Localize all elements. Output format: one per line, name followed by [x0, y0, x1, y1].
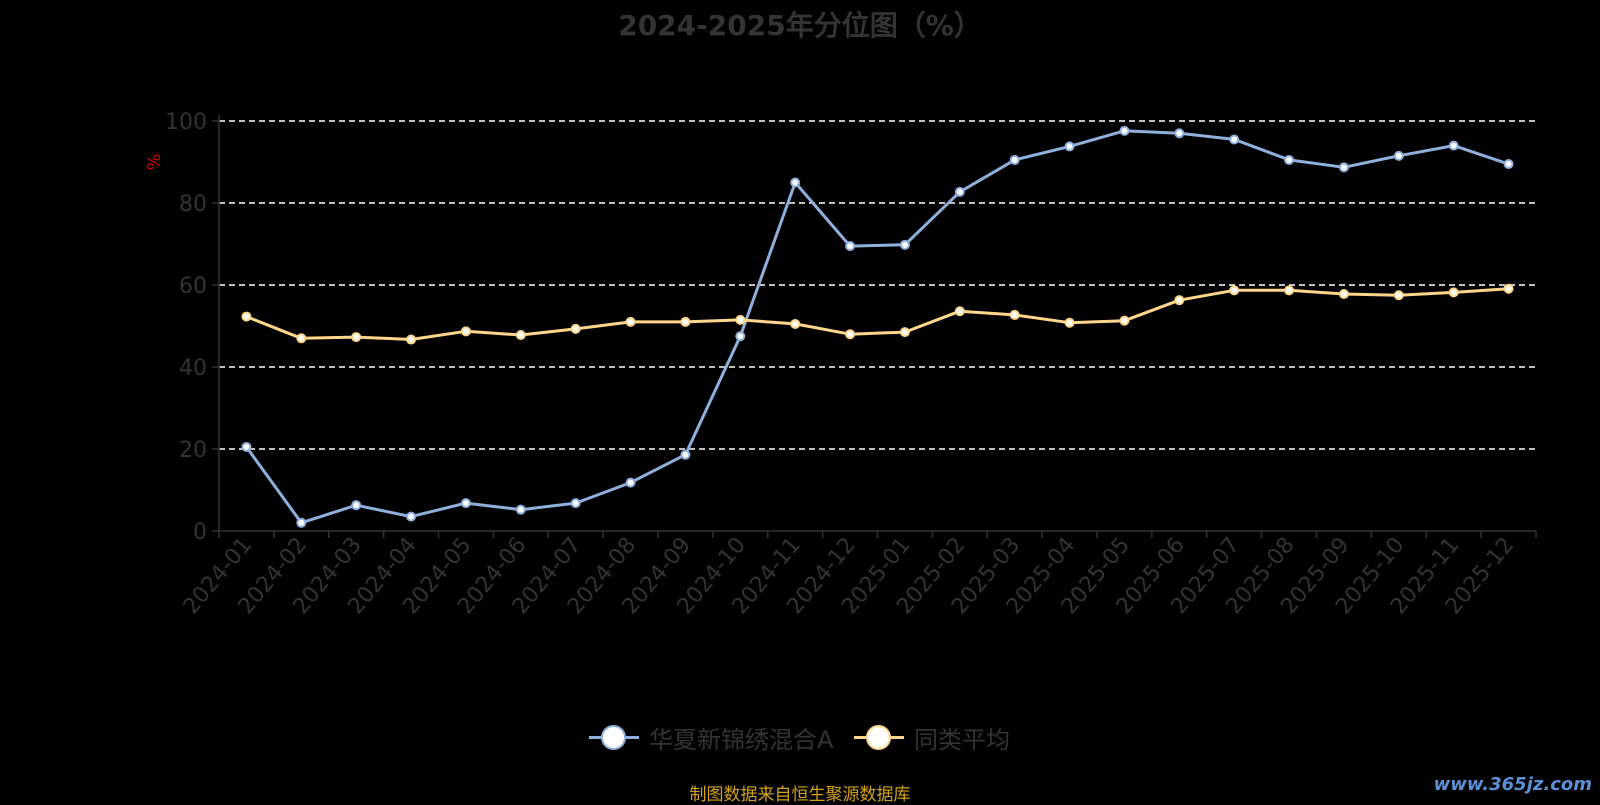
data-point-s0-2024-01[interactable] [241, 441, 252, 452]
legend-marker-category-average [854, 722, 904, 752]
data-point-s1-2024-12[interactable] [845, 329, 856, 340]
y-tick-label-80: 80 [179, 192, 207, 217]
data-point-s1-2024-08[interactable] [625, 316, 636, 327]
data-point-s1-2024-07[interactable] [570, 323, 581, 334]
data-point-s1-2025-02[interactable] [954, 306, 965, 317]
data-point-s1-2024-01[interactable] [241, 311, 252, 322]
data-point-s0-2025-03[interactable] [1009, 154, 1020, 165]
watermark: www.365jz.com [1433, 774, 1592, 795]
y-tick-label-40: 40 [179, 356, 207, 381]
data-point-s1-2024-04[interactable] [406, 334, 417, 345]
legend-item-fund[interactable]: 华夏新锦绣混合A [589, 719, 833, 755]
data-point-s1-2025-09[interactable] [1338, 289, 1349, 300]
data-point-s0-2024-07[interactable] [570, 498, 581, 509]
series-line-1 [245, 287, 1509, 341]
data-point-s1-2025-01[interactable] [899, 327, 910, 338]
data-point-s1-2025-07[interactable] [1229, 285, 1240, 296]
data-point-s1-2025-05[interactable] [1119, 315, 1130, 326]
y-tick-label-60: 60 [179, 274, 207, 299]
data-point-s1-2024-06[interactable] [515, 330, 526, 341]
data-point-s1-2025-12[interactable] [1503, 283, 1514, 294]
data-point-s0-2025-01[interactable] [899, 239, 910, 250]
data-point-s0-2024-06[interactable] [515, 504, 526, 515]
data-point-s0-2024-12[interactable] [845, 241, 856, 252]
data-point-s1-2025-03[interactable] [1009, 309, 1020, 320]
series [241, 125, 1514, 528]
series-line-0 [245, 129, 1510, 525]
legend-label-fund: 华夏新锦绣混合A [649, 725, 834, 754]
data-point-s0-2024-02[interactable] [296, 517, 307, 528]
y-tick-label-0: 0 [193, 520, 207, 545]
data-point-s1-2024-05[interactable] [460, 326, 471, 337]
data-point-s0-2024-08[interactable] [625, 477, 636, 488]
legend-label-category-average: 同类平均 [914, 725, 1010, 754]
data-point-s1-2024-10[interactable] [735, 314, 746, 325]
axes: 0204060801002024-012024-022024-032024-04… [165, 110, 1537, 619]
y-tick-label-100: 100 [165, 110, 207, 135]
data-point-s1-2025-10[interactable] [1393, 290, 1404, 301]
data-point-s0-2024-10[interactable] [735, 331, 746, 342]
data-point-s1-2025-06[interactable] [1174, 295, 1185, 306]
data-point-s1-2024-02[interactable] [296, 333, 307, 344]
chart-title: 2024-2025年分位图（%） [618, 9, 982, 42]
data-point-s1-2025-11[interactable] [1448, 287, 1459, 298]
data-point-s0-2024-03[interactable] [351, 500, 362, 511]
data-point-s0-2024-05[interactable] [460, 498, 471, 509]
data-point-s0-2025-07[interactable] [1229, 134, 1240, 145]
data-point-s1-2025-08[interactable] [1284, 285, 1295, 296]
data-point-s1-2024-03[interactable] [351, 332, 362, 343]
data-source-note: 制图数据来自恒生聚源数据库 [689, 785, 911, 805]
gridlines [219, 120, 1536, 450]
data-point-s0-2025-06[interactable] [1174, 128, 1185, 139]
y-axis-label: % [144, 153, 165, 170]
data-point-s0-2025-05[interactable] [1119, 125, 1130, 136]
data-point-s0-2025-11[interactable] [1448, 140, 1459, 151]
data-point-s0-2025-08[interactable] [1284, 154, 1295, 165]
data-point-s0-2025-04[interactable] [1064, 141, 1075, 152]
data-point-s1-2024-11[interactable] [790, 318, 801, 329]
legend-marker-fund [589, 722, 639, 752]
data-point-s1-2025-04[interactable] [1064, 317, 1075, 328]
data-point-s0-2024-09[interactable] [680, 449, 691, 460]
data-point-s0-2025-09[interactable] [1338, 162, 1349, 173]
y-tick-label-20: 20 [179, 438, 207, 463]
data-point-s0-2024-11[interactable] [790, 177, 801, 188]
data-point-s0-2025-12[interactable] [1503, 159, 1514, 170]
data-point-s0-2024-04[interactable] [406, 511, 417, 522]
legend-item-category-average[interactable]: 同类平均 [854, 719, 1010, 755]
data-point-s0-2025-02[interactable] [954, 186, 965, 197]
data-point-s1-2024-09[interactable] [680, 316, 691, 327]
data-point-s0-2025-10[interactable] [1393, 150, 1404, 161]
